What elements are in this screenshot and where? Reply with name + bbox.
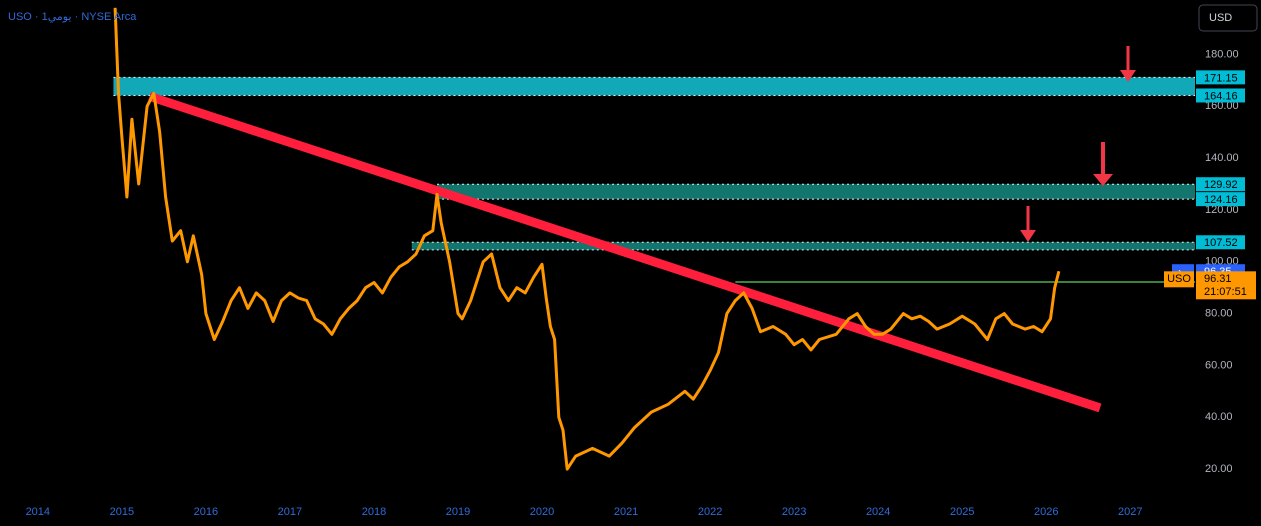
- last-price-label: 96.31: [1204, 273, 1232, 285]
- band-price-label: 129.92: [1204, 179, 1238, 191]
- trendline: [148, 92, 1102, 413]
- band-price-box: [1196, 88, 1245, 103]
- x-tick-label: 2016: [194, 506, 218, 518]
- symbol-tag: USO: [1167, 273, 1191, 285]
- resistance-band: [436, 184, 1195, 200]
- x-tick-label: 2022: [698, 506, 722, 518]
- x-tick-label: 2015: [110, 506, 134, 518]
- last-price-box: [1196, 271, 1256, 300]
- chart-title: USO · 1يومي · NYSE Arca: [8, 11, 137, 23]
- y-tick-label: 140.00: [1205, 152, 1239, 164]
- y-tick-label: 20.00: [1205, 463, 1233, 475]
- band-price-box: [1196, 235, 1245, 250]
- symbol-tag-box: [1164, 271, 1194, 288]
- x-tick-label: 2025: [950, 506, 974, 518]
- x-tick-label: 2017: [278, 506, 302, 518]
- band-price-label: 171.15: [1204, 72, 1238, 84]
- x-tick-label: 2014: [26, 506, 50, 518]
- x-tick-label: 2018: [362, 506, 386, 518]
- x-tick-label: 2021: [614, 506, 638, 518]
- currency-button[interactable]: [1198, 4, 1258, 32]
- currency-label[interactable]: USD: [1209, 12, 1232, 24]
- band-price-label: 164.16: [1204, 90, 1238, 102]
- x-tick-label: 2024: [866, 506, 890, 518]
- y-tick-label: 120.00: [1205, 204, 1239, 216]
- plot-area: [113, 7, 1195, 471]
- y-tick-label: 80.00: [1205, 307, 1233, 319]
- resistance-band: [113, 77, 1195, 96]
- x-tick-label: 2027: [1118, 506, 1142, 518]
- arrows: [1020, 46, 1136, 242]
- y-tick-label: 160.00: [1205, 100, 1239, 112]
- y-tick-label: 180.00: [1205, 48, 1239, 60]
- y-tick-label: 40.00: [1205, 411, 1233, 423]
- price-line: [113, 7, 1061, 471]
- band-price-box: [1196, 177, 1245, 192]
- y-tick-label: 60.00: [1205, 359, 1233, 371]
- countdown-label: 21:07:51: [1204, 286, 1247, 298]
- x-tick-label: 2019: [446, 506, 470, 518]
- band-price-label: 107.52: [1204, 237, 1238, 249]
- band-price-box: [1196, 192, 1245, 207]
- x-tick-label: 2023: [782, 506, 806, 518]
- x-tick-label: 2026: [1034, 506, 1058, 518]
- band-price-label: 124.16: [1204, 194, 1238, 206]
- x-tick-label: 2020: [530, 506, 554, 518]
- resistance-band: [411, 242, 1195, 250]
- band-price-box: [1196, 70, 1245, 85]
